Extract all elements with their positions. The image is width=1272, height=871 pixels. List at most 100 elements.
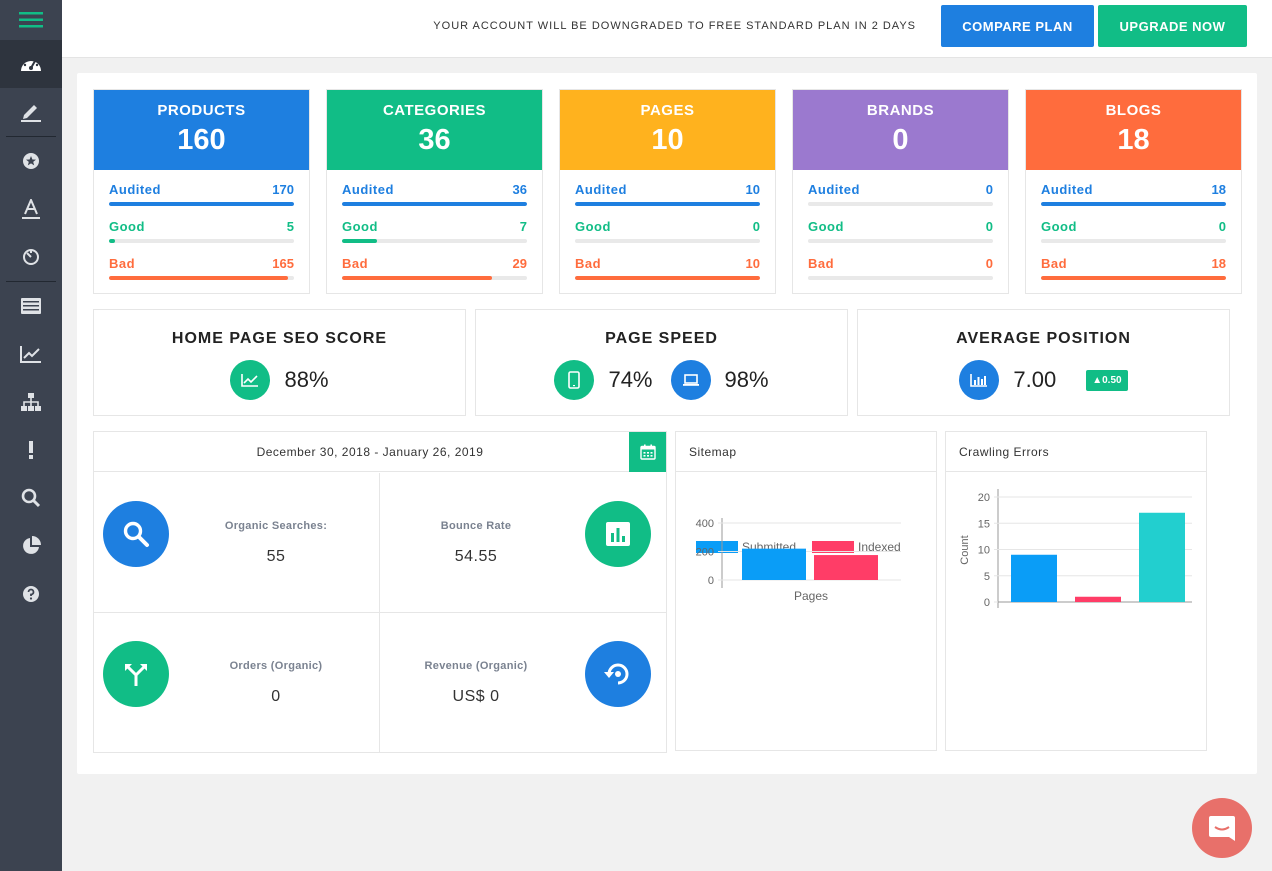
good-progress-track <box>575 239 760 243</box>
sidebar-item-edit[interactable] <box>0 88 62 136</box>
date-range: December 30, 2018 - January 26, 2019 <box>256 444 484 459</box>
card-title: CATEGORIES <box>382 102 487 119</box>
date-picker-button[interactable] <box>629 432 666 472</box>
card-title: BRANDS <box>866 102 935 119</box>
blogs-card[interactable]: BLOGS 18 Audited 18 Good 0 Bad 18 <box>1025 89 1242 294</box>
card-count: 10 <box>651 124 684 156</box>
x-axis-label: Pages <box>794 589 828 603</box>
crawl-error-bar <box>1139 512 1185 602</box>
sidebar-item-list[interactable] <box>0 282 62 330</box>
dashboard-icon <box>21 57 41 71</box>
categories-card[interactable]: CATEGORIES 36 Audited 36 Good 7 Bad 29 <box>326 89 543 294</box>
good-metric: Good 0 <box>808 207 993 244</box>
good-progress-track <box>342 239 527 243</box>
sitemap-title: Sitemap <box>689 444 737 459</box>
orders-cell: Orders (Organic) 0 <box>94 613 380 753</box>
bad-progress-track <box>342 276 527 280</box>
sidebar-item-errors[interactable] <box>0 426 62 474</box>
orders-value: 0 <box>271 688 281 705</box>
exclamation-icon <box>29 441 33 459</box>
bounce-rate-cell: Bounce Rate 54.55 <box>380 473 666 613</box>
bad-progress-track <box>808 276 993 280</box>
restore-icon <box>604 663 629 685</box>
chat-launcher-button[interactable] <box>1192 798 1252 858</box>
sidebar-item-dashboard[interactable] <box>0 40 62 88</box>
trend-icon <box>20 346 41 363</box>
analytics-card: December 30, 2018 - January 26, 2019 Org… <box>93 431 667 753</box>
chat-icon <box>1209 816 1235 841</box>
bad-count: 18 <box>1211 256 1226 271</box>
sidebar-item-analytics[interactable] <box>0 330 62 378</box>
sidebar-item-reports[interactable] <box>0 522 62 570</box>
average-position-card: AVERAGE POSITION 7.00 ▲0.50 <box>857 309 1230 416</box>
bad-label: Bad <box>342 256 369 271</box>
sidebar <box>0 0 62 871</box>
good-progress-fill <box>109 239 115 243</box>
sidebar-item-favorites[interactable] <box>0 137 62 185</box>
bad-label: Bad <box>109 256 136 271</box>
legend-swatch <box>812 541 854 553</box>
bar-indexed <box>814 555 878 580</box>
split-circle <box>103 641 169 707</box>
bad-count: 10 <box>745 256 760 271</box>
audited-metric: Audited 170 <box>109 170 294 207</box>
crawl-error-bar <box>1011 554 1057 602</box>
audited-label: Audited <box>575 182 627 197</box>
audited-progress-track <box>575 202 760 206</box>
pages-card[interactable]: PAGES 10 Audited 10 Good 0 Bad 10 <box>559 89 776 294</box>
good-count: 5 <box>286 219 294 234</box>
seo-score-title: HOME PAGE SEO SCORE <box>171 330 388 347</box>
sidebar-item-sitemap[interactable] <box>0 378 62 426</box>
analytics-divider <box>94 612 666 613</box>
bounce-rate-label: Bounce Rate <box>440 520 512 532</box>
bar-chart-icon <box>606 522 630 546</box>
bounce-rate-value: 54.55 <box>454 548 498 565</box>
audited-count: 10 <box>745 182 760 197</box>
orders-label: Orders (Organic) <box>229 660 323 672</box>
sidebar-menu-toggle[interactable] <box>0 0 62 40</box>
bad-metric: Bad 29 <box>342 244 527 281</box>
upgrade-now-button[interactable]: UPGRADE NOW <box>1098 5 1247 47</box>
products-card[interactable]: PRODUCTS 160 Audited 170 Good 5 Bad 165 <box>93 89 310 294</box>
compare-plan-button[interactable]: COMPARE PLAN <box>941 5 1094 47</box>
y-tick-label: 400 <box>696 518 714 530</box>
sidebar-item-search[interactable] <box>0 474 62 522</box>
seo-score-value: 88% <box>284 367 329 392</box>
chart-circle <box>585 501 651 567</box>
analytics-divider <box>379 473 380 753</box>
caret-up-icon: ▲ <box>1092 374 1103 386</box>
y-tick-label: 20 <box>978 492 990 504</box>
bad-progress-fill <box>575 276 760 280</box>
good-metric: Good 5 <box>109 207 294 244</box>
crawling-errors-title: Crawling Errors <box>959 444 1050 459</box>
good-progress-track <box>109 239 294 243</box>
y-tick-label: 10 <box>978 545 990 557</box>
timer-icon <box>23 249 39 265</box>
crawling-errors-chart: 0 5 10 15 20 Count <box>959 489 1192 609</box>
bad-metric: Bad 165 <box>109 244 294 281</box>
y-axis-label: Count <box>959 535 971 564</box>
card-title: BLOGS <box>1105 102 1162 119</box>
sidebar-item-timer[interactable] <box>0 233 62 281</box>
audited-count: 170 <box>272 182 294 197</box>
trend-circle <box>230 360 271 400</box>
average-position-title: AVERAGE POSITION <box>956 330 1131 347</box>
laptop-icon <box>682 374 699 386</box>
bad-count: 165 <box>272 256 294 271</box>
audited-metric: Audited 18 <box>1041 170 1226 207</box>
sidebar-item-text[interactable] <box>0 185 62 233</box>
bad-metric: Bad 0 <box>808 244 993 281</box>
organic-searches-value: 55 <box>266 548 286 565</box>
card-title: PRODUCTS <box>157 102 246 119</box>
restore-circle <box>585 641 651 707</box>
crawling-errors-chart-card: Crawling Errors 0 5 10 15 20 Count <box>945 431 1207 751</box>
split-arrows-icon <box>125 664 147 686</box>
card-count: 36 <box>418 124 451 156</box>
position-change-value: 0.50 <box>1102 374 1122 386</box>
audited-label: Audited <box>808 182 860 197</box>
card-title: PAGES <box>640 102 695 119</box>
brands-card[interactable]: BRANDS 0 Audited 0 Good 0 Bad 0 <box>792 89 1009 294</box>
audited-count: 18 <box>1211 182 1226 197</box>
sidebar-item-help[interactable] <box>0 570 62 618</box>
bar-submitted <box>742 548 806 580</box>
